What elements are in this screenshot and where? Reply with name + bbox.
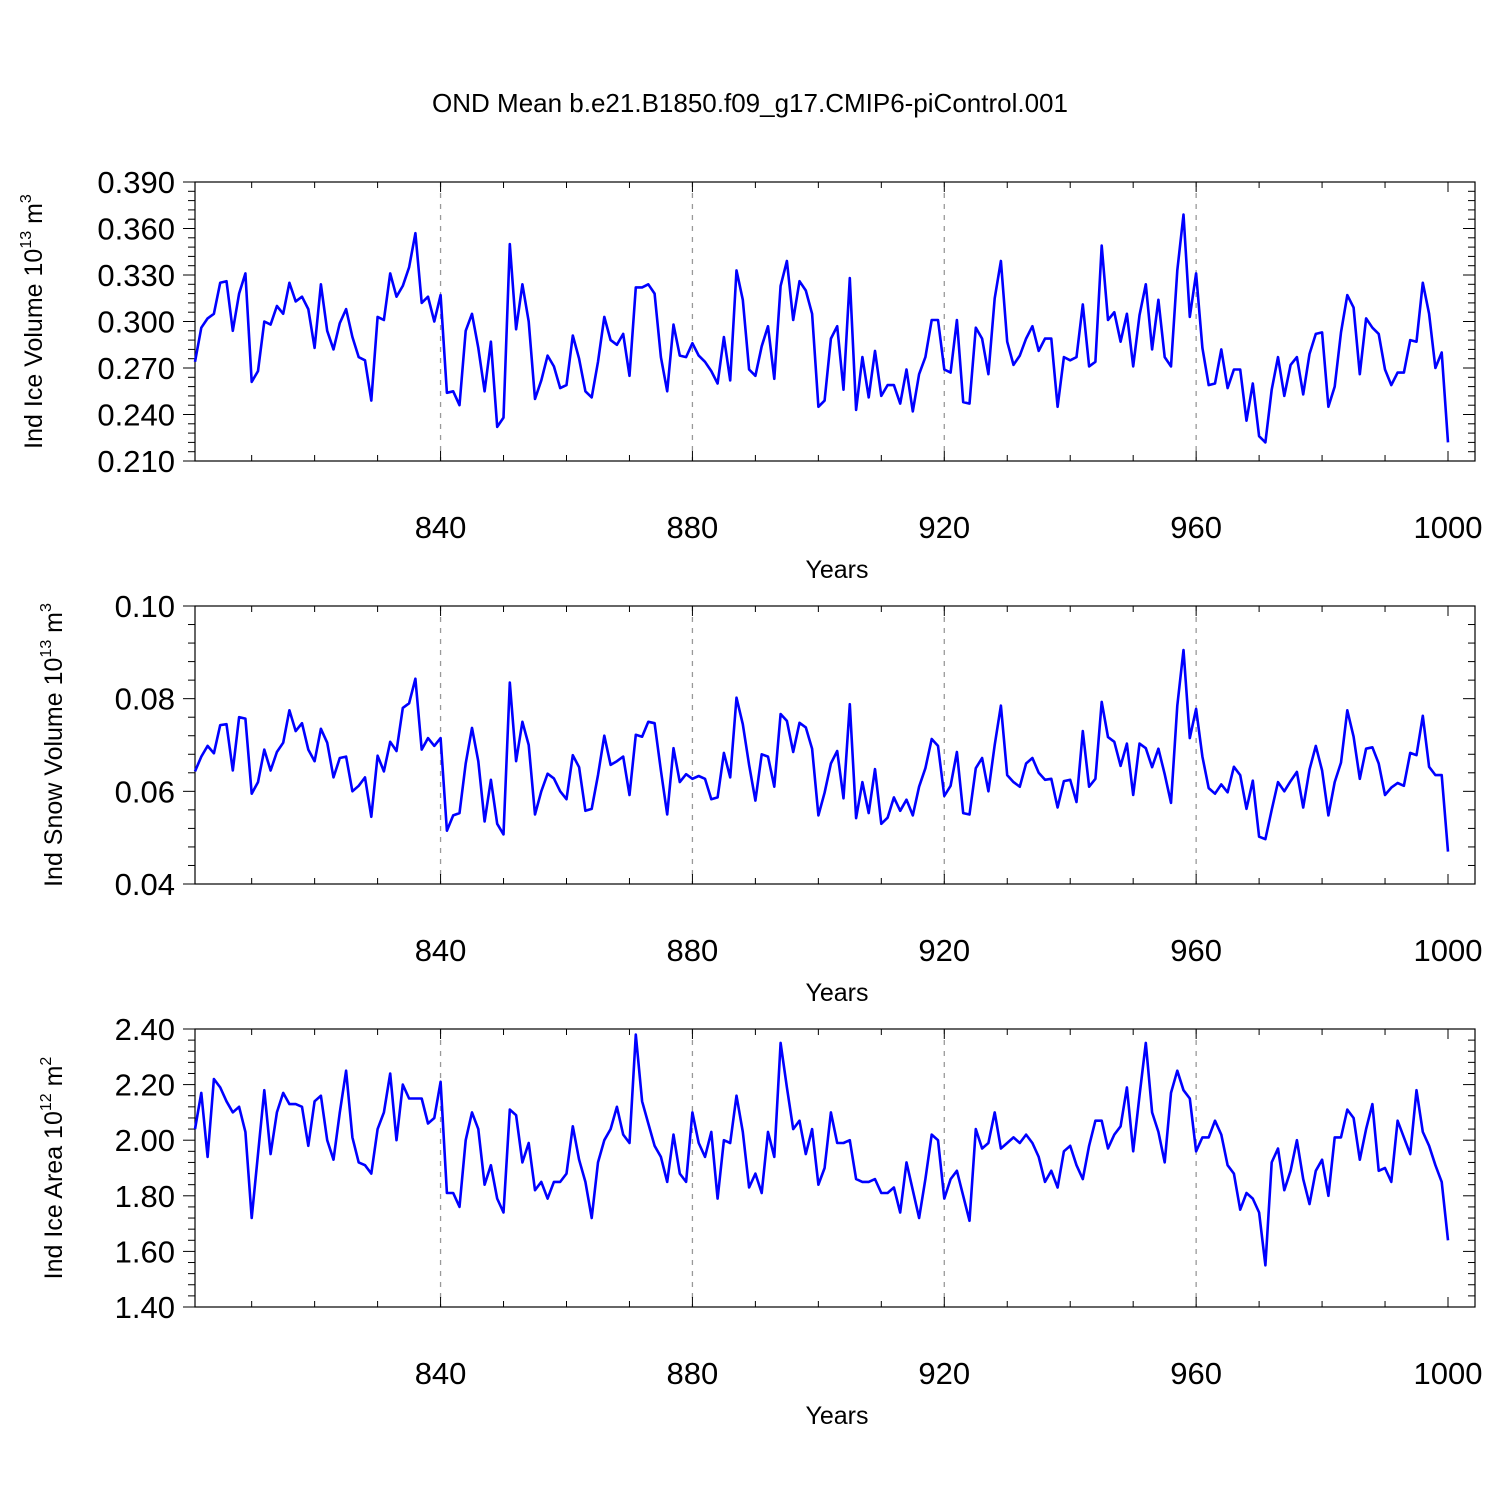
x-tick-label: 920 <box>918 933 970 968</box>
x-tick-label: 920 <box>918 1356 970 1391</box>
x-axis-title: Years <box>805 979 868 1007</box>
x-tick-label: 1000 <box>1414 1356 1483 1391</box>
y-tick-label: 0.240 <box>97 398 175 433</box>
y-axis-title-unit: m <box>20 203 48 231</box>
y-tick-label: 0.08 <box>115 682 175 717</box>
y-axis-title-exponent: 13 <box>38 640 55 658</box>
y-tick-label: 0.330 <box>97 258 175 293</box>
plot-frame <box>194 181 1476 462</box>
x-tick-label: 840 <box>415 933 467 968</box>
chart-title: OND Mean b.e21.B1850.f09_g17.CMIP6-piCon… <box>432 88 1068 118</box>
y-tick-label: 0.06 <box>115 774 175 809</box>
y-tick-label: 1.80 <box>115 1179 175 1214</box>
x-tick-label: 960 <box>1170 1356 1222 1391</box>
y-tick-label: 0.270 <box>97 351 175 386</box>
plot-frame <box>194 1028 1476 1308</box>
x-tick-label: 960 <box>1170 510 1222 545</box>
y-axis-title-text: Ind Ice Volume 10 <box>20 249 48 449</box>
x-tick-label: 880 <box>667 1356 719 1391</box>
y-axis-title: Ind Ice Area 1012 m2 <box>38 1057 68 1280</box>
y-axis-title-text: Ind Ice Area 10 <box>40 1111 68 1279</box>
x-tick-label: 840 <box>415 510 467 545</box>
panel-1: 840 880 920 960 1000 0.210 0.240 0.270 0.300 0.33… <box>18 165 1482 584</box>
series-line <box>193 648 1450 852</box>
x-tick-label: 1000 <box>1414 933 1483 968</box>
y-tick-label: 2.20 <box>115 1068 175 1103</box>
y-tick-label: 2.40 <box>115 1012 175 1047</box>
y-axis-title-unit: m <box>40 1066 68 1094</box>
y-axis-title: Ind Snow Volume 1013 m3 <box>38 603 68 887</box>
x-tick-label: 840 <box>415 1356 467 1391</box>
x-axis-title: Years <box>805 556 868 584</box>
y-axis-title-unit-exponent: 2 <box>38 1057 55 1066</box>
y-axis-title: Ind Ice Volume 1013 m3 <box>18 194 48 449</box>
y-tick-label: 0.10 <box>115 589 175 624</box>
y-axis-title-unit-exponent: 3 <box>38 603 55 612</box>
y-tick-label: 1.60 <box>115 1234 175 1269</box>
panel-3: 840 880 920 960 1000 1.40 1.60 1.80 2.00 2.20 2.40… <box>38 1012 1482 1430</box>
y-tick-label: 2.00 <box>115 1123 175 1158</box>
y-tick-label: 0.300 <box>97 305 175 340</box>
y-axis-title-exponent: 12 <box>38 1093 55 1111</box>
x-tick-label: 920 <box>918 510 970 545</box>
x-tick-label: 960 <box>1170 933 1222 968</box>
y-tick-label: 1.40 <box>115 1290 175 1325</box>
y-tick-label: 0.210 <box>97 444 175 479</box>
x-axis-title: Years <box>805 1402 868 1430</box>
y-tick-label: 0.390 <box>97 165 175 200</box>
y-tick-label: 0.360 <box>97 212 175 247</box>
y-axis-title-exponent: 13 <box>18 231 35 249</box>
plot-frame <box>194 605 1476 885</box>
x-tick-label: 880 <box>667 510 719 545</box>
x-tick-label: 1000 <box>1414 510 1483 545</box>
series-line <box>193 1033 1450 1267</box>
y-axis-title-text: Ind Snow Volume 10 <box>40 658 68 887</box>
y-tick-label: 0.04 <box>115 867 175 902</box>
y-axis-title-unit-exponent: 3 <box>18 194 35 203</box>
y-axis-title-unit: m <box>40 612 68 640</box>
x-tick-label: 880 <box>667 933 719 968</box>
series-line <box>193 213 1450 444</box>
panel-2: 840 880 920 960 1000 0.04 0.06 0.08 0.10 Years Ind… <box>38 589 1482 1007</box>
